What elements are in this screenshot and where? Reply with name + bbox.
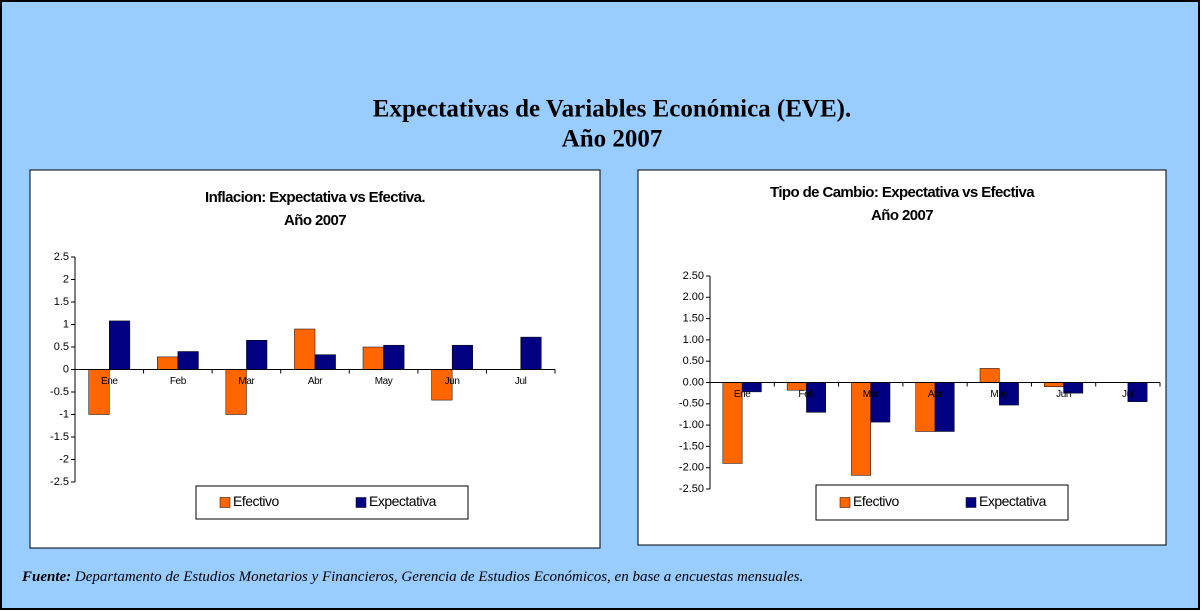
x-tick-label: Jul: [515, 376, 527, 387]
y-tick-label: 0.00: [683, 376, 704, 388]
y-tick-label: 2.50: [683, 270, 704, 282]
y-tick-label: 0: [63, 363, 69, 375]
legend-swatch: [839, 497, 851, 508]
bar: [451, 344, 473, 370]
bar: [109, 320, 131, 370]
bars: [88, 320, 542, 415]
chart-subtitle: Año 2007: [871, 207, 933, 224]
y-tick-label: -1.00: [679, 419, 704, 431]
bar: [177, 351, 199, 370]
chart: Inflacion: Expectativa vs Efectiva. Año 2…: [29, 169, 601, 549]
y-tick-label: 1.00: [683, 334, 704, 346]
slide-year: Año 2007: [562, 126, 663, 153]
chart-subtitle: Año 2007: [284, 212, 346, 229]
y-tick-label: -0.50: [679, 398, 704, 410]
x-tick-label: Jun: [445, 376, 460, 387]
x-tick-label: Ene: [734, 389, 751, 400]
y-tick-label: 1: [63, 318, 69, 330]
slide-title: Expectativas de Variables Económica (EVE…: [373, 96, 851, 123]
bar: [1044, 382, 1064, 388]
legend-swatch: [219, 497, 231, 508]
bar: [314, 354, 336, 370]
y-tick-label: -1: [59, 408, 69, 420]
x-tick-label: May: [990, 389, 1008, 400]
x-tick-label: May: [375, 376, 393, 387]
bar: [979, 368, 1000, 383]
legend-label: Efectivo: [853, 493, 900, 509]
x-tick-label: Mar: [863, 389, 880, 400]
y-tick-label: 1.5: [54, 296, 69, 308]
bar: [383, 344, 405, 370]
y-tick-label: -1.5: [50, 431, 69, 443]
chart-title: Inflacion: Expectativa vs Efectiva.: [205, 189, 425, 206]
x-tick-label: Jul: [1122, 389, 1134, 400]
legend-label: Expectativa: [369, 493, 437, 509]
chart-title: Tipo de Cambio: Expectativa vs Efectiva: [770, 184, 1035, 201]
bar: [362, 346, 384, 370]
x-tick-label: Feb: [170, 376, 187, 387]
bar: [157, 356, 179, 370]
bar: [294, 328, 316, 370]
bar: [246, 340, 268, 370]
y-tick-label: -0.5: [50, 386, 69, 398]
y-tick-label: 0.5: [54, 341, 69, 353]
legend-swatch: [355, 497, 367, 508]
bar: [520, 336, 542, 370]
y-tick-label: -1.50: [679, 440, 704, 452]
x-tick-label: Ene: [101, 376, 118, 387]
y-tick-label: 0.50: [683, 355, 704, 367]
legend-box: [195, 485, 469, 520]
chart-frame: [637, 169, 1167, 546]
y-tick-label: 1.50: [683, 313, 704, 325]
x-tick-label: Mar: [238, 376, 255, 387]
legend-label: Efectivo: [233, 493, 280, 509]
x-tick-label: Jun: [1056, 389, 1071, 400]
bars: [722, 368, 1148, 476]
y-tick-label: -2: [59, 453, 69, 465]
y-tick-label: -2.5: [50, 476, 69, 488]
y-tick-label: -2.50: [679, 483, 704, 495]
y-tick-label: 2.00: [683, 291, 704, 303]
source-note: Fuente: Departamento de Estudios Monetar…: [21, 569, 803, 585]
legend-swatch: [965, 497, 977, 508]
y-tick-label: 2.5: [54, 251, 69, 263]
legend-box: [815, 484, 1069, 521]
chart: Tipo de Cambio: Expectativa vs Efectiva A…: [637, 169, 1167, 546]
source-label: Fuente:: [21, 569, 71, 585]
source-text: Departamento de Estudios Monetarios y Fi…: [74, 569, 803, 585]
y-tick-label: -2.00: [679, 462, 704, 474]
legend-label: Expectativa: [979, 493, 1047, 509]
x-tick-label: Feb: [798, 389, 815, 400]
x-tick-label: Abr: [928, 389, 943, 400]
y-tick-label: 2: [63, 273, 69, 285]
x-tick-label: Abr: [308, 376, 323, 387]
